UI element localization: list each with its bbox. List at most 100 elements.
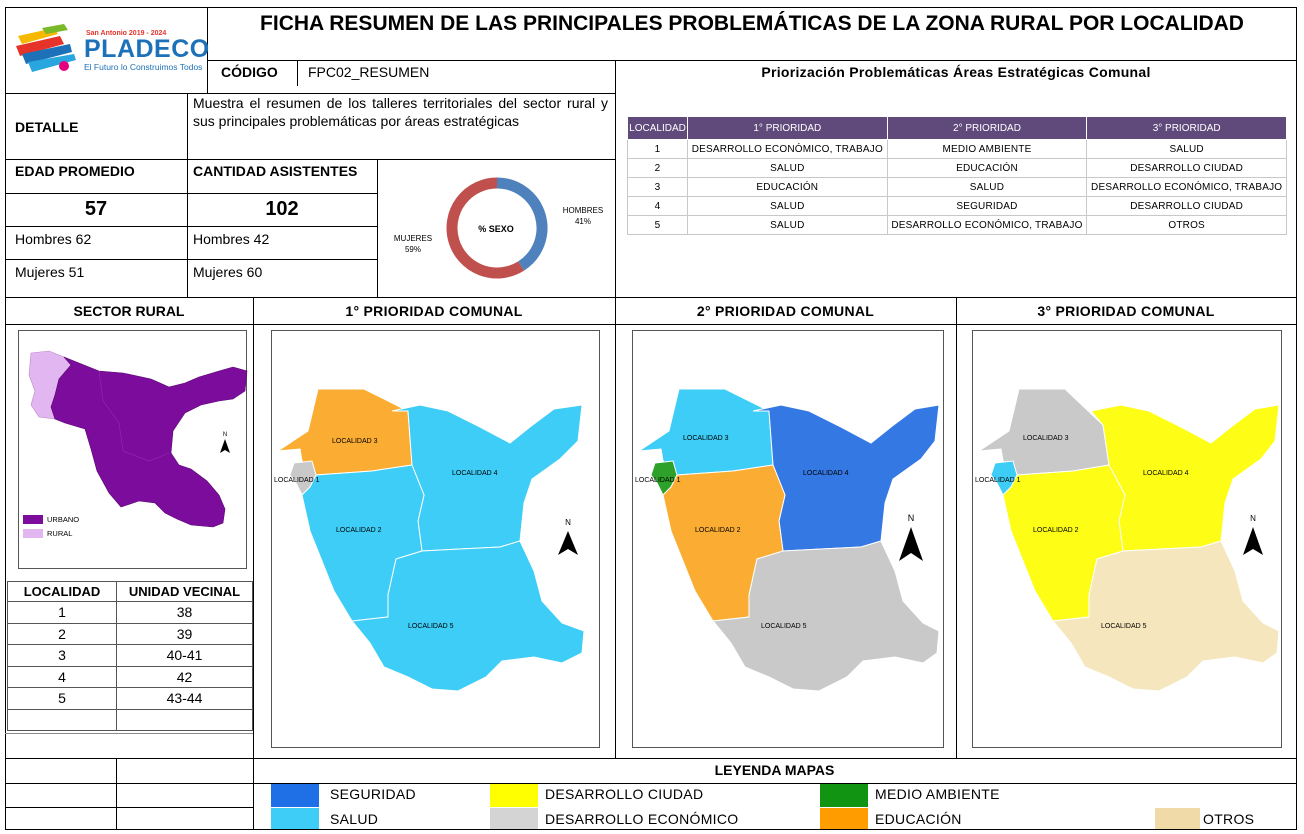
- label-localidad-4: LOCALIDAD 4: [1143, 470, 1189, 477]
- label-localidad-2: LOCALIDAD 2: [336, 527, 382, 534]
- table-row: 3 40-41: [7, 644, 253, 667]
- prioridad-1-map: LOCALIDAD 3 LOCALIDAD 4 LOCALIDAD 1 LOCA…: [271, 330, 600, 748]
- urbano-legend-label: URBANO: [47, 515, 79, 524]
- table-cell: SALUD: [687, 215, 888, 235]
- north-arrow-icon: [899, 527, 923, 561]
- table-cell: [116, 708, 253, 731]
- table-row: 3 EDUCACIÓN SALUD DESARROLLO ECONÓMICO, TRA…: [627, 177, 1287, 197]
- hombres-label: HOMBRES: [563, 206, 603, 215]
- table-row: 1 DESARROLLO ECONÓMICO, TRABAJO MEDIO AMBI…: [627, 139, 1287, 159]
- table-row: 5 SALUD DESARROLLO ECONÓMICO, TRABAJO OTROS: [627, 215, 1287, 235]
- detalle-label: DETALLE: [15, 119, 79, 135]
- col-prioridad-3: 3° PRIORIDAD: [1086, 116, 1287, 140]
- legend-label-desarrollo-ciudad: DESARROLLO CIUDAD: [545, 786, 704, 802]
- col-prioridad-2: 2° PRIORIDAD: [886, 116, 1088, 140]
- legend-label-desarrollo-economico: DESARROLLO ECONÓMICO: [545, 811, 739, 827]
- mujeres-label: MUJERES: [394, 234, 432, 243]
- logo-ribbons-icon: [16, 24, 76, 72]
- urbano-swatch: [23, 515, 43, 524]
- prioridad-3-heading: 3° PRIORIDAD COMUNAL: [1037, 303, 1215, 319]
- legend-label-educacion: EDUCACIÓN: [875, 811, 962, 827]
- table-cell: 43-44: [116, 687, 253, 710]
- table-cell: SEGURIDAD: [886, 196, 1088, 216]
- edad-hombres: Hombres 62: [15, 231, 92, 247]
- rural-legend-label: RURAL: [47, 529, 72, 538]
- table-cell: 42: [116, 665, 253, 688]
- table-cell: SALUD: [886, 177, 1088, 197]
- table-row: [7, 708, 253, 731]
- label-localidad-4: LOCALIDAD 4: [803, 470, 849, 477]
- label-localidad-3: LOCALIDAD 3: [683, 435, 729, 442]
- asistentes-label: CANTIDAD ASISTENTES: [193, 163, 358, 179]
- table-cell: EDUCACIÓN: [886, 158, 1088, 178]
- table-cell: SALUD: [687, 196, 888, 216]
- table-row: 4 SALUD SEGURIDAD DESARROLLO CIUDAD: [627, 196, 1287, 216]
- table-row: 2 39: [7, 622, 253, 645]
- priority-table-header: LOCALIDAD 1° PRIORIDAD 2° PRIORIDAD 3° P…: [627, 116, 1287, 140]
- legend-swatch-desarrollo-ciudad: [490, 784, 538, 807]
- localidad-3-region: [978, 388, 1110, 476]
- table-cell: 5: [7, 687, 117, 710]
- label-localidad-4: LOCALIDAD 4: [452, 470, 498, 477]
- table-cell: DESARROLLO ECONÓMICO, TRABAJO: [687, 139, 888, 159]
- logo-slogan: El Futuro lo Construimos Todos: [84, 62, 203, 72]
- legend-swatch-desarrollo-economico: [490, 808, 538, 829]
- legend-label-medio-ambiente: MEDIO AMBIENTE: [875, 786, 1000, 802]
- north-label: N: [565, 518, 571, 527]
- table-cell: EDUCACIÓN: [687, 177, 888, 197]
- localidad-5-region: [351, 540, 585, 692]
- page-title: FICHA RESUMEN DE LAS PRINCIPALES PROBLEM…: [260, 12, 1244, 35]
- priorizacion-title: Priorización Problemáticas Áreas Estraté…: [761, 64, 1151, 80]
- table-cell: 2: [627, 158, 688, 178]
- table-cell: SALUD: [1086, 139, 1287, 159]
- label-localidad-5: LOCALIDAD 5: [761, 623, 807, 630]
- asistentes-value: 102: [265, 198, 299, 220]
- table-cell: 4: [7, 665, 117, 688]
- donut-slices: [446, 177, 548, 279]
- prioridad-1-heading: 1° PRIORIDAD COMUNAL: [345, 303, 523, 319]
- table-cell: 3: [627, 177, 688, 197]
- north-label: N: [908, 513, 915, 523]
- label-localidad-1: LOCALIDAD 1: [975, 477, 1021, 484]
- sexo-donut-chart: % SEXO HOMBRES 41% MUJERES 59%: [394, 177, 603, 279]
- label-localidad-2: LOCALIDAD 2: [695, 527, 741, 534]
- uv-table-header: LOCALIDAD UNIDAD VECINAL: [7, 581, 253, 602]
- table-row: 1 38: [7, 601, 253, 624]
- prioridad-3-map: LOCALIDAD 3 LOCALIDAD 4 LOCALIDAD 1 LOCA…: [972, 330, 1282, 748]
- label-localidad-2: LOCALIDAD 2: [1033, 527, 1079, 534]
- label-localidad-3: LOCALIDAD 3: [1023, 435, 1069, 442]
- label-localidad-1: LOCALIDAD 1: [635, 477, 681, 484]
- detalle-text: Muestra el resumen de los talleres terri…: [193, 95, 608, 129]
- legend-swatch-seguridad: [271, 784, 319, 807]
- donut-title: % SEXO: [478, 224, 514, 234]
- hombres-pct: 41%: [575, 217, 591, 226]
- legend-swatch-salud: [271, 808, 319, 829]
- table-cell: 5: [627, 215, 688, 235]
- north-arrow-icon: [558, 531, 578, 555]
- table-cell: 4: [627, 196, 688, 216]
- codigo-value: FPC02_RESUMEN: [308, 64, 430, 80]
- table-cell: DESARROLLO ECONÓMICO, TRABAJO: [1086, 177, 1287, 197]
- table-cell: DESARROLLO ECONÓMICO, TRABAJO: [886, 215, 1088, 235]
- col-prioridad-1: 1° PRIORIDAD: [687, 116, 888, 140]
- edad-value: 57: [84, 198, 108, 220]
- legend-label-salud: SALUD: [330, 811, 379, 827]
- leyenda-heading: LEYENDA MAPAS: [714, 762, 835, 778]
- north-arrow-icon: [1243, 527, 1263, 555]
- table-cell: 38: [116, 601, 253, 624]
- donut-slice-mujeres: [446, 177, 525, 279]
- table-cell: DESARROLLO CIUDAD: [1086, 196, 1287, 216]
- edad-label: EDAD PROMEDIO: [15, 163, 135, 179]
- sector-rural-heading: SECTOR RURAL: [73, 303, 185, 319]
- table-cell: 40-41: [116, 644, 253, 667]
- table-cell: DESARROLLO CIUDAD: [1086, 158, 1287, 178]
- asistentes-mujeres: Mujeres 60: [193, 264, 263, 280]
- col-uv-localidad: LOCALIDAD: [7, 581, 117, 602]
- edad-mujeres: Mujeres 51: [15, 264, 85, 280]
- table-cell: SALUD: [687, 158, 888, 178]
- legend-label-seguridad: SEGURIDAD: [330, 786, 416, 802]
- north-label: N: [223, 432, 227, 438]
- table-row: 5 43-44: [7, 687, 253, 710]
- north-label: N: [1250, 514, 1256, 523]
- donut-slice-hombres: [496, 177, 548, 271]
